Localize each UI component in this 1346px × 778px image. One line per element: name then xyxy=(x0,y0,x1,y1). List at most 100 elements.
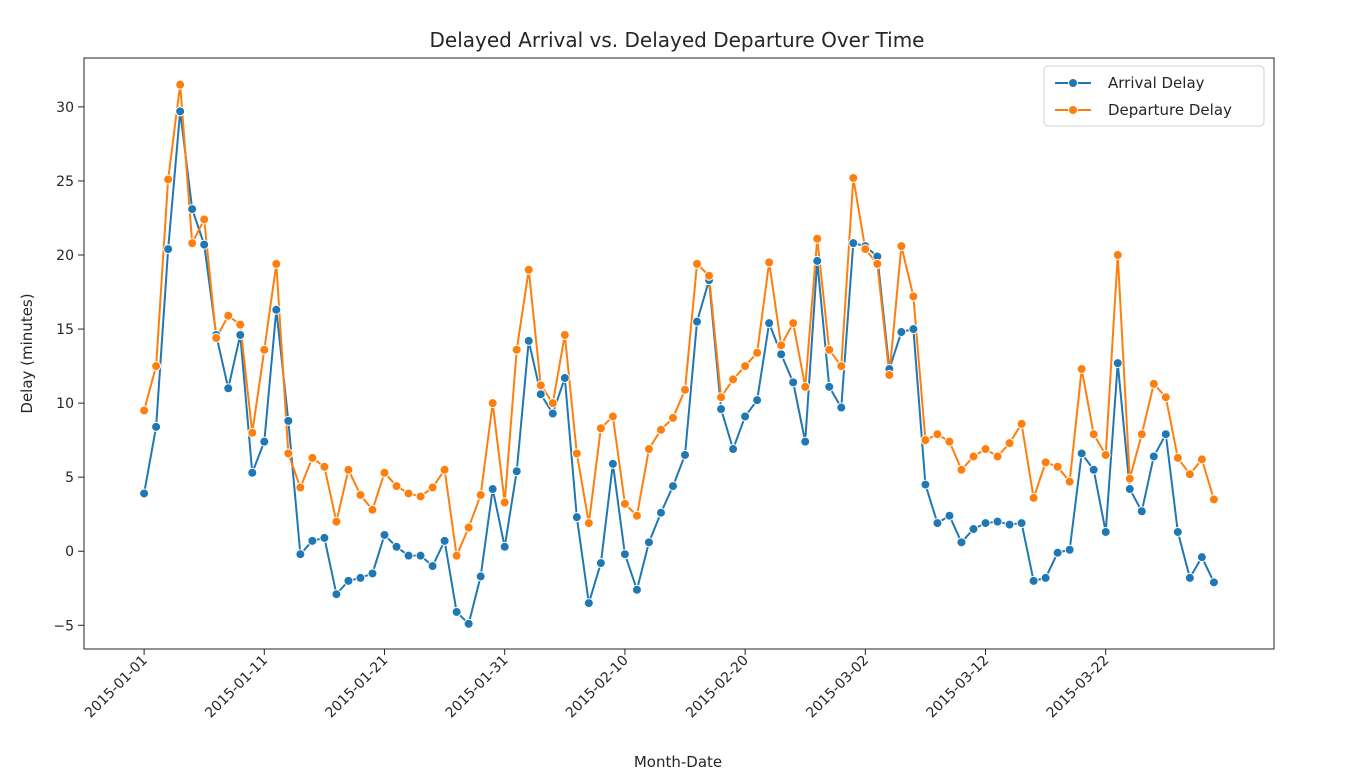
departure-delay-point xyxy=(764,257,775,268)
x-axis: 2015-01-01 2015-01-11 2015-01-21 2015-01-31… xyxy=(82,649,1113,722)
x-tick-label: 2015-01-31 xyxy=(443,653,512,722)
departure-delay-point xyxy=(331,516,342,527)
y-tick-label: 15 xyxy=(56,322,74,338)
departure-delay-point xyxy=(944,436,955,447)
departure-delay-point xyxy=(403,488,414,499)
x-axis-label: Month-Date xyxy=(634,753,722,771)
arrival-delay-point xyxy=(788,377,799,388)
arrival-delay-point xyxy=(187,204,198,215)
departure-delay-point xyxy=(259,344,270,355)
departure-delay-point xyxy=(848,172,859,183)
departure-delay-point xyxy=(704,270,715,281)
departure-delay-point xyxy=(1112,250,1123,260)
departure-delay-point xyxy=(211,332,222,343)
arrival-delay-point xyxy=(283,415,294,426)
y-tick-label: 5 xyxy=(65,470,74,486)
arrival-delay-point xyxy=(235,329,246,340)
departure-delay-point xyxy=(968,451,979,462)
arrival-delay-point xyxy=(307,535,318,546)
arrival-delay-point xyxy=(1076,448,1087,459)
arrival-delay-point xyxy=(451,606,462,617)
departure-delay-point xyxy=(175,79,186,90)
arrival-delay-point xyxy=(908,324,919,335)
arrival-delay-point xyxy=(331,589,342,600)
arrival-delay-point xyxy=(511,466,522,477)
arrival-delay-point xyxy=(1040,572,1051,583)
arrival-delay-point xyxy=(607,458,618,469)
arrival-delay-point xyxy=(920,479,931,490)
arrival-delay-point xyxy=(1124,484,1135,495)
departure-delay-point xyxy=(1124,473,1135,484)
departure-delay-point xyxy=(812,233,823,244)
arrival-delay-point xyxy=(728,444,739,455)
arrival-delay-point xyxy=(1064,544,1075,555)
arrival-delay-point xyxy=(1184,572,1195,583)
x-tick-label: 2015-02-10 xyxy=(563,653,632,722)
departure-delay-point xyxy=(571,448,582,459)
departure-delay-point xyxy=(271,258,282,269)
y-tick-label: 25 xyxy=(56,174,74,190)
departure-delay-point xyxy=(1088,429,1099,440)
arrival-delay-point xyxy=(571,512,582,523)
departure-delay-point xyxy=(547,398,558,409)
arrival-delay-point xyxy=(980,518,991,529)
arrival-delay-point xyxy=(343,575,354,586)
departure-delay-point xyxy=(1208,494,1219,505)
departure-delay-point xyxy=(559,329,570,340)
arrival-delay-point xyxy=(355,572,366,583)
arrival-delay-point xyxy=(776,349,787,360)
departure-delay-point xyxy=(619,498,630,509)
departure-delay-point xyxy=(415,491,426,502)
departure-delay-point xyxy=(643,444,654,455)
departure-delay-point xyxy=(920,435,931,446)
departure-delay-point xyxy=(1064,476,1075,487)
y-tick-label: −5 xyxy=(53,618,74,634)
departure-delay-point xyxy=(1172,452,1183,463)
departure-delay-point xyxy=(740,361,751,372)
arrival-delay-point xyxy=(1196,552,1207,563)
arrival-delay-point xyxy=(1028,575,1039,586)
departure-delay-point xyxy=(151,361,162,372)
departure-delay-point xyxy=(199,214,210,225)
chart-title: Delayed Arrival vs. Delayed Departure Ov… xyxy=(430,28,925,52)
legend-arrival-label: Arrival Delay xyxy=(1108,74,1205,92)
departure-delay-point xyxy=(776,340,787,351)
series-layer xyxy=(139,79,1219,629)
arrival-delay-point xyxy=(692,316,703,327)
departure-delay-point xyxy=(956,464,967,475)
departure-delay-point xyxy=(788,318,799,329)
departure-delay-point xyxy=(655,424,666,435)
arrival-delay-point xyxy=(499,541,510,552)
departure-delay-point xyxy=(932,429,943,440)
departure-delay-point xyxy=(896,241,907,252)
arrival-delay-point xyxy=(848,238,859,249)
departure-delay-point xyxy=(728,374,739,385)
departure-delay-point xyxy=(884,369,895,380)
arrival-delay-point xyxy=(631,584,642,595)
arrival-delay-point xyxy=(1172,526,1183,537)
departure-delay-point xyxy=(499,497,510,508)
arrival-delay-point xyxy=(800,436,811,447)
y-tick-label: 10 xyxy=(56,396,74,412)
departure-delay-point xyxy=(235,319,246,330)
plot-area xyxy=(83,57,1275,650)
arrival-delay-point xyxy=(932,518,943,529)
departure-delay-point xyxy=(1040,457,1051,468)
departure-delay-point xyxy=(836,361,847,372)
arrival-delay-point xyxy=(595,558,606,569)
x-tick-label: 2015-01-11 xyxy=(202,653,271,722)
arrival-delay-point xyxy=(643,537,654,548)
arrival-delay-point xyxy=(139,488,150,499)
departure-delay-point xyxy=(1184,469,1195,480)
arrival-delay-point xyxy=(559,372,570,383)
departure-delay-point xyxy=(824,344,835,355)
arrival-delay-point xyxy=(475,571,486,582)
arrival-delay-point xyxy=(992,516,1003,527)
arrival-delay-point xyxy=(403,550,414,561)
arrival-delay-point xyxy=(439,535,450,546)
y-axis-label: Delay (minutes) xyxy=(18,293,36,413)
departure-delay-point xyxy=(1004,438,1015,449)
arrival-delay-point xyxy=(752,395,763,406)
x-tick-label: 2015-03-22 xyxy=(1044,653,1113,722)
departure-delay-point xyxy=(980,444,991,455)
